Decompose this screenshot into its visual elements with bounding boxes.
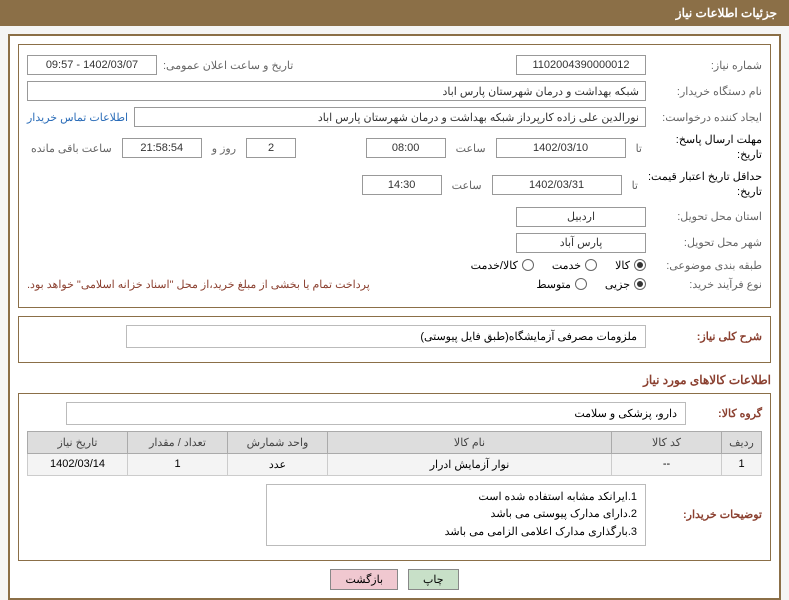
city-label: شهر محل تحویل: (652, 236, 762, 249)
buyer-notes-box: 1.ایرانکد مشابه استفاده شده است 2.دارای … (266, 484, 646, 547)
province-value: اردبیل (516, 207, 646, 227)
description-text: ملزومات مصرفی آزمایشگاه(طبق فایل پیوستی) (126, 325, 646, 348)
row-buyer-org: نام دستگاه خریدار: شبکه بهداشت و درمان ش… (27, 81, 762, 101)
to-label-2: تا (628, 179, 642, 192)
remaining-label: ساعت باقی مانده (27, 142, 116, 155)
announce-label: تاریخ و ساعت اعلان عمومی: (163, 59, 293, 72)
time-remaining: 21:58:54 (122, 138, 202, 158)
buyer-notes-label: توضیحات خریدار: (652, 508, 762, 521)
group-value: دارو، پزشکی و سلامت (66, 402, 686, 425)
process-radio-group: جزیی متوسط (536, 278, 646, 291)
row-category: طبقه بندی موضوعی: کالا خدمت کالا/خدمت (27, 259, 762, 272)
radio-icon (575, 278, 587, 290)
th-date: تاریخ نیاز (28, 431, 128, 453)
group-label: گروه کالا: (692, 407, 762, 420)
page-header: جزئیات اطلاعات نیاز (0, 0, 789, 26)
deadline-label: مهلت ارسال پاسخ: تاریخ: (652, 133, 762, 164)
radio-icon (585, 259, 597, 271)
description-title: شرح کلی نیاز: (652, 330, 762, 343)
radio-medium[interactable]: متوسط (536, 278, 587, 291)
goods-table: ردیف کد کالا نام کالا واحد شمارش تعداد /… (27, 431, 762, 476)
buyer-org-label: نام دستگاه خریدار: (652, 85, 762, 98)
time-label-1: ساعت (452, 142, 490, 155)
radio-goods[interactable]: کالا (615, 259, 646, 272)
goods-panel: گروه کالا: دارو، پزشکی و سلامت ردیف کد ک… (18, 393, 771, 562)
validity-date: 1402/03/31 (492, 175, 622, 195)
process-label: نوع فرآیند خرید: (652, 278, 762, 291)
cell-row: 1 (722, 453, 762, 475)
need-number-label: شماره نیاز: (652, 59, 762, 72)
description-panel: شرح کلی نیاز: ملزومات مصرفی آزمایشگاه(طب… (18, 316, 771, 363)
requester-label: ایجاد کننده درخواست: (652, 111, 762, 124)
row-validity: حداقل تاریخ اعتبار قیمت: تاریخ: تا 1402/… (27, 170, 762, 201)
form-panel: شماره نیاز: 1102004390000012 تاریخ و ساع… (18, 44, 771, 308)
radio-icon (522, 259, 534, 271)
requester-value: نورالدین علی زاده کارپرداز شبکه بهداشت و… (134, 107, 646, 127)
announce-value: 1402/03/07 - 09:57 (27, 55, 157, 75)
to-label: تا (632, 142, 646, 155)
main-frame: شماره نیاز: 1102004390000012 تاریخ و ساع… (8, 34, 781, 600)
cell-code: -- (612, 453, 722, 475)
note-line-3: 3.بارگذاری مدارک اعلامی الزامی می باشد (275, 524, 637, 542)
note-line-2: 2.دارای مدارک پیوستی می باشد (275, 506, 637, 524)
category-label: طبقه بندی موضوعی: (652, 259, 762, 272)
radio-goods-service[interactable]: کالا/خدمت (471, 259, 534, 272)
validity-time: 14:30 (362, 175, 442, 195)
time-label-2: ساعت (448, 179, 486, 192)
th-code: کد کالا (612, 431, 722, 453)
days-and-label: روز و (208, 142, 240, 155)
print-button[interactable]: چاپ (408, 569, 459, 590)
row-requester: ایجاد کننده درخواست: نورالدین علی زاده ک… (27, 107, 762, 127)
cell-date: 1402/03/14 (28, 453, 128, 475)
button-row: چاپ بازگشت (18, 569, 771, 590)
deadline-time: 08:00 (366, 138, 446, 158)
cell-name: نوار آزمایش ادرار (328, 453, 612, 475)
radio-small[interactable]: جزیی (605, 278, 646, 291)
deadline-date: 1402/03/10 (496, 138, 626, 158)
buyer-org-value: شبکه بهداشت و درمان شهرستان پارس اباد (27, 81, 646, 101)
radio-icon (634, 278, 646, 290)
province-label: استان محل تحویل: (652, 210, 762, 223)
row-need-number: شماره نیاز: 1102004390000012 تاریخ و ساع… (27, 55, 762, 75)
radio-service[interactable]: خدمت (552, 259, 597, 272)
table-row: 1 -- نوار آزمایش ادرار عدد 1 1402/03/14 (28, 453, 762, 475)
goods-section-title: اطلاعات کالاهای مورد نیاز (18, 373, 771, 387)
category-radio-group: کالا خدمت کالا/خدمت (471, 259, 646, 272)
contact-link[interactable]: اطلاعات تماس خریدار (27, 111, 128, 124)
need-number-value: 1102004390000012 (516, 55, 646, 75)
validity-label: حداقل تاریخ اعتبار قیمت: تاریخ: (648, 170, 762, 201)
cell-unit: عدد (228, 453, 328, 475)
radio-icon (634, 259, 646, 271)
th-unit: واحد شمارش (228, 431, 328, 453)
note-line-1: 1.ایرانکد مشابه استفاده شده است (275, 489, 637, 507)
page-title: جزئیات اطلاعات نیاز (676, 6, 777, 20)
row-deadline: مهلت ارسال پاسخ: تاریخ: تا 1402/03/10 سا… (27, 133, 762, 164)
back-button[interactable]: بازگشت (330, 569, 398, 590)
cell-qty: 1 (128, 453, 228, 475)
th-qty: تعداد / مقدار (128, 431, 228, 453)
city-value: پارس آباد (516, 233, 646, 253)
row-process: نوع فرآیند خرید: جزیی متوسط پرداخت تمام … (27, 278, 762, 291)
th-row: ردیف (722, 431, 762, 453)
th-name: نام کالا (328, 431, 612, 453)
days-remaining: 2 (246, 138, 296, 158)
payment-note: پرداخت تمام یا بخشی از مبلغ خرید،از محل … (27, 278, 370, 291)
row-province: استان محل تحویل: اردبیل (27, 207, 762, 227)
row-city: شهر محل تحویل: پارس آباد (27, 233, 762, 253)
